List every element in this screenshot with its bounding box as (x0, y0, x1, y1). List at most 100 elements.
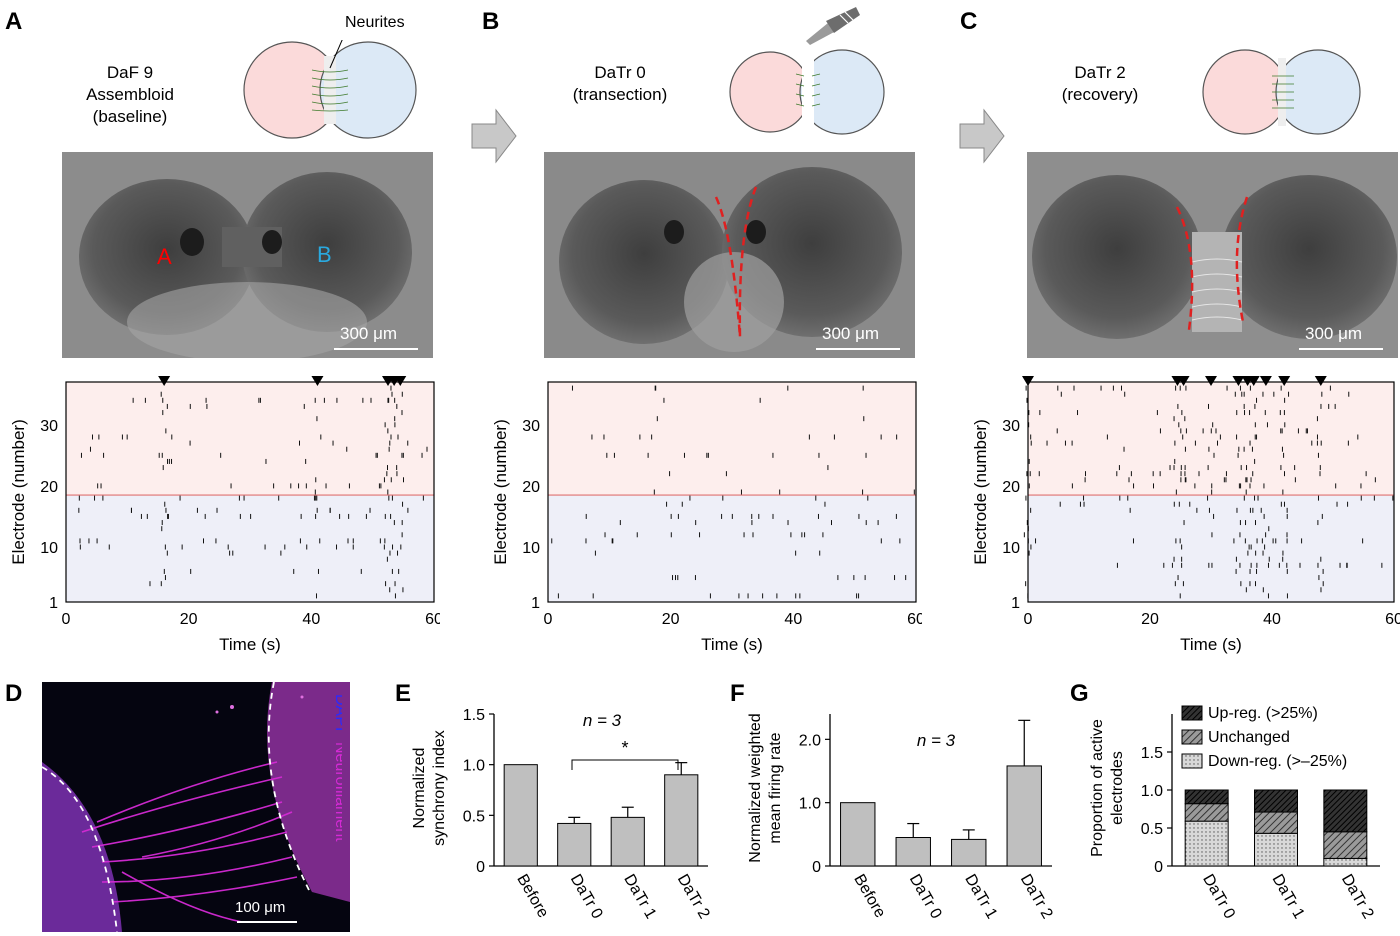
y-tick-label: 10 (40, 540, 58, 557)
spike-raster (551, 385, 915, 599)
stacked-bar-segment (1323, 831, 1368, 859)
caption-b-line-1: DaTr 0 (594, 63, 646, 82)
y-tick-label: 1.0 (463, 758, 485, 775)
panel-label-c: C (960, 8, 978, 35)
y-axis-label: mean firing rate (767, 732, 784, 843)
burst-marker (394, 376, 407, 386)
spike-raster (1023, 385, 1394, 599)
y-axis-label: Normalized (411, 748, 428, 829)
y-tick-label: 10 (522, 540, 540, 557)
y-axis-label: Electrode (number) (9, 419, 28, 565)
x-tick-label: DaTr 2 (674, 872, 713, 922)
stacked-bar-segment (1323, 857, 1368, 867)
x-tick-label: 60 (907, 611, 922, 628)
caption-c-line-1: DaTr 2 (1074, 63, 1126, 82)
y-tick-label: 30 (1002, 418, 1020, 435)
arrow-right-icon-1 (471, 108, 517, 164)
x-tick-label: DaTr 0 (906, 872, 945, 922)
stacked-bar-segment (1254, 832, 1298, 867)
micrograph-c: 300 μm (1027, 152, 1398, 358)
burst-marker (1022, 376, 1034, 386)
caption-a-line-2: Assembloid (86, 85, 174, 104)
caption-a-line-1: DaF 9 (106, 63, 154, 82)
bar-chart-firing-rate: 0 1.0 2.0 Normalized weighted mean firing ra… (747, 713, 1056, 922)
x-tick-label: 0 (62, 611, 71, 628)
neurite-bundle (311, 69, 349, 112)
boundary-dashed-right (267, 682, 311, 893)
legend-label: Unchanged (1208, 729, 1290, 746)
caption-a-line-3: (baseline) (92, 107, 168, 126)
y-tick-label: 20 (522, 479, 540, 496)
y-tick-label: 0 (1154, 859, 1163, 876)
burst-marker (1278, 376, 1291, 386)
y-axis-label: Electrode (number) (491, 419, 510, 565)
y-axis-label: electrodes (1109, 751, 1126, 825)
scalebar-label: 300 μm (1305, 324, 1362, 343)
x-tick-label: 40 (784, 611, 802, 628)
raster-region-b-bg (66, 495, 434, 602)
bar (1006, 765, 1042, 867)
caption-a: DaF 9 Assembloid (baseline) (60, 62, 200, 128)
burst-marker (1314, 376, 1327, 386)
y-tick-label: 2.0 (799, 732, 821, 749)
schematic-c (1202, 49, 1361, 135)
micrograph-a: A B 300 μm (62, 152, 433, 358)
burst-marker (1205, 376, 1217, 386)
raster-frame (65, 381, 435, 603)
caption-b: DaTr 0 (transection) (555, 62, 685, 106)
x-tick-label: 20 (662, 611, 680, 628)
raster-region-a-bg (66, 382, 434, 496)
scalebar-label: 300 μm (340, 324, 397, 343)
panel-label-b: B (482, 8, 500, 35)
y-tick-label: 1 (49, 595, 58, 612)
scalebar-label: 100 μm (235, 899, 285, 916)
legend-swatch (1181, 729, 1203, 745)
x-tick-label: DaTr 2 (1338, 872, 1377, 922)
legend-swatch (1181, 705, 1203, 721)
x-tick-label: 40 (1263, 611, 1281, 628)
arrow-right-icon-2 (959, 108, 1005, 164)
y-axis-label: synchrony index (431, 730, 448, 846)
raster-frame (547, 381, 917, 603)
bar (557, 822, 592, 867)
burst-marker (158, 376, 171, 386)
raster-region-b-bg (1028, 495, 1394, 602)
boundary-dashed-left (42, 766, 118, 932)
y-tick-label: 0.5 (1141, 821, 1163, 838)
x-axis-label: Time (s) (1180, 635, 1242, 654)
legend-label: Up-reg. (>25%) (1208, 705, 1318, 722)
stacked-bar-segment (1184, 803, 1229, 822)
y-tick-label: 1.0 (1141, 783, 1163, 800)
bar-chart-synchrony: 0 0.5 1.0 1.5 Normalized synchrony index Befor… (411, 707, 713, 922)
immunofluorescence-image: 100 μm (42, 682, 350, 932)
stacked-bar-segment (1184, 789, 1229, 805)
y-tick-label: 1.5 (463, 707, 485, 724)
channel-labels: DAPI Neurofilament (332, 694, 342, 842)
bar (503, 764, 538, 867)
burst-marker (1259, 376, 1272, 386)
y-tick-label: 1.0 (799, 796, 821, 813)
n-label: n = 3 (583, 711, 622, 730)
y-tick-label: 20 (40, 479, 58, 496)
schematic-b (729, 49, 885, 135)
dapi-label: DAPI (332, 694, 342, 731)
y-tick-label: 10 (1002, 540, 1020, 557)
micrograph-b: 300 μm (544, 152, 915, 358)
stacked-bar-segment (1254, 811, 1298, 834)
y-axis-label: Normalized weighted (747, 713, 764, 862)
x-tick-label: DaTr 2 (1017, 872, 1056, 922)
panel-label-g: G (1070, 680, 1089, 707)
schematic-a (243, 40, 417, 139)
stacked-bar-segment (1254, 789, 1298, 813)
burst-marker (311, 376, 324, 386)
neurite-fibers (81, 761, 298, 923)
burst-marker (1232, 376, 1245, 386)
scalebar-label: 300 μm (822, 324, 879, 343)
y-tick-label: 0 (812, 859, 821, 876)
bar (951, 838, 987, 867)
y-tick-label: 20 (1002, 479, 1020, 496)
x-tick-label: Before (513, 872, 551, 921)
spike-raster (78, 385, 428, 599)
x-tick-label: 0 (544, 611, 553, 628)
raster-plot-b: 0 20 40 60 1 10 20 30 Time (s) Electrode (number) (491, 381, 922, 654)
